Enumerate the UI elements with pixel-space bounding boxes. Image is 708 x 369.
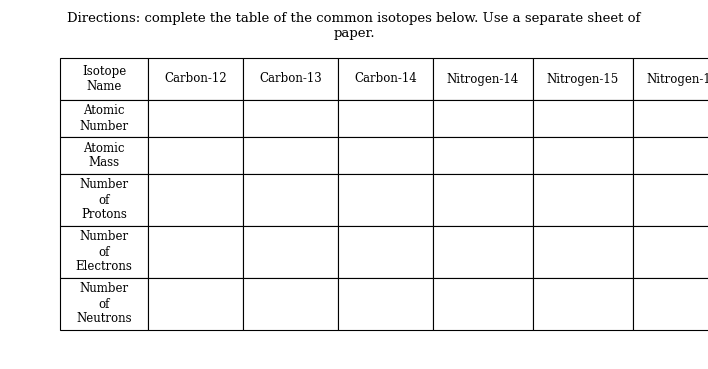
Text: Carbon-12: Carbon-12: [164, 72, 227, 86]
Bar: [338, 174, 433, 226]
Bar: [60, 278, 148, 330]
Text: Number
of
Neutrons: Number of Neutrons: [76, 283, 132, 325]
Bar: [243, 100, 338, 137]
Bar: [633, 226, 708, 278]
Bar: [338, 278, 433, 330]
Bar: [60, 100, 148, 137]
Bar: [60, 174, 148, 226]
Bar: [60, 58, 148, 100]
Bar: [433, 137, 533, 174]
Bar: [60, 137, 148, 174]
Bar: [633, 278, 708, 330]
Bar: [633, 137, 708, 174]
Bar: [633, 100, 708, 137]
Text: Carbon-13: Carbon-13: [259, 72, 322, 86]
Text: Number
of
Electrons: Number of Electrons: [76, 231, 132, 273]
Bar: [243, 137, 338, 174]
Bar: [243, 58, 338, 100]
Bar: [633, 174, 708, 226]
Bar: [633, 58, 708, 100]
Bar: [433, 58, 533, 100]
Text: Number
of
Protons: Number of Protons: [79, 179, 129, 221]
Bar: [148, 278, 243, 330]
Bar: [338, 137, 433, 174]
Bar: [433, 278, 533, 330]
Bar: [338, 58, 433, 100]
Bar: [148, 100, 243, 137]
Text: Isotope
Name: Isotope Name: [82, 65, 126, 93]
Bar: [433, 226, 533, 278]
Text: Nitrogen-14: Nitrogen-14: [447, 72, 519, 86]
Bar: [533, 58, 633, 100]
Bar: [243, 174, 338, 226]
Text: Directions: complete the table of the common isotopes below. Use a separate shee: Directions: complete the table of the co…: [67, 12, 641, 25]
Text: Atomic
Number: Atomic Number: [79, 104, 129, 132]
Bar: [148, 137, 243, 174]
Bar: [533, 226, 633, 278]
Text: Carbon-14: Carbon-14: [354, 72, 417, 86]
Bar: [243, 278, 338, 330]
Bar: [533, 137, 633, 174]
Bar: [338, 226, 433, 278]
Bar: [148, 226, 243, 278]
Bar: [533, 278, 633, 330]
Text: Nitrogen-15: Nitrogen-15: [547, 72, 619, 86]
Bar: [533, 174, 633, 226]
Bar: [148, 174, 243, 226]
Bar: [338, 100, 433, 137]
Text: Atomic
Mass: Atomic Mass: [84, 141, 125, 169]
Text: Nitrogen-17: Nitrogen-17: [647, 72, 708, 86]
Bar: [243, 226, 338, 278]
Bar: [148, 58, 243, 100]
Bar: [433, 100, 533, 137]
Bar: [60, 226, 148, 278]
Bar: [533, 100, 633, 137]
Bar: [433, 174, 533, 226]
Text: paper.: paper.: [333, 27, 375, 40]
